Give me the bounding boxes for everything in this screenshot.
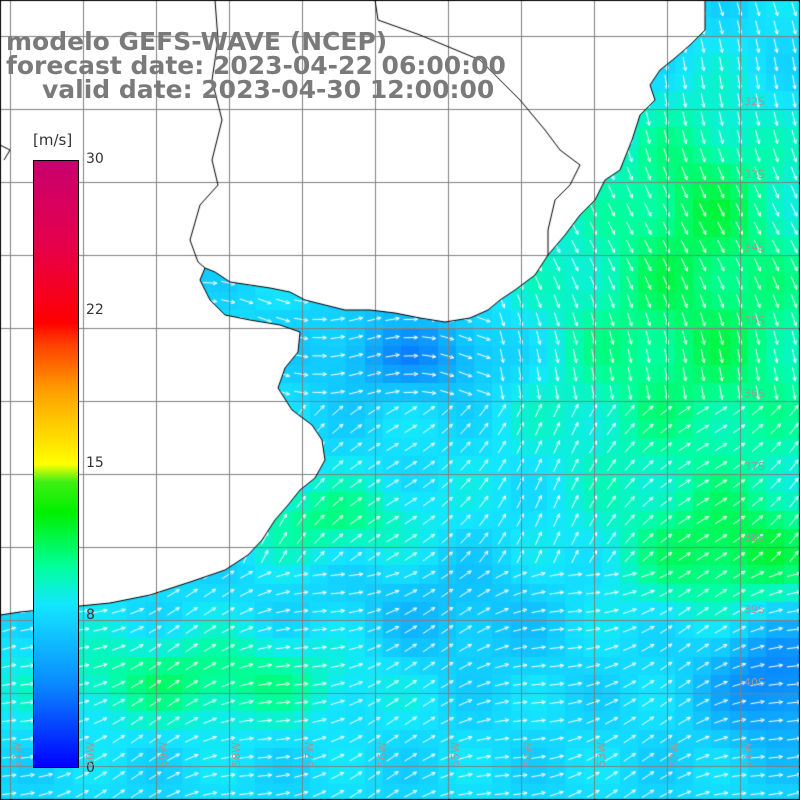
- lat-label: 34S: [744, 241, 765, 254]
- map-title-block: modelo GEFS-WAVE (NCEP) forecast date: 2…: [6, 27, 506, 104]
- lon-label: 57W: [303, 742, 316, 767]
- lon-label: 59W: [157, 742, 170, 767]
- lat-label: 32S: [744, 95, 765, 108]
- model-title: modelo GEFS-WAVE (NCEP): [6, 27, 388, 56]
- lon-label: 60W: [84, 742, 97, 767]
- lat-label: 38S: [744, 531, 765, 544]
- lat-label: 37S: [744, 460, 765, 473]
- lat-label: 33S: [744, 168, 765, 181]
- lat-label: 39S: [744, 603, 765, 616]
- colorbar-tick: 15: [86, 455, 104, 471]
- valid-date: valid date: 2023-04-30 12:00:00: [42, 75, 495, 104]
- lon-label: 58W: [230, 742, 243, 767]
- lon-label: 52W: [668, 742, 681, 767]
- colorbar-tick: 8: [86, 607, 95, 623]
- lon-label: 55W: [449, 742, 462, 767]
- colorbar-unit-label: [m/s]: [33, 131, 73, 149]
- colorbar: [33, 160, 79, 768]
- lon-label: 61W: [11, 742, 24, 767]
- lon-label: 54W: [522, 742, 535, 767]
- colorbar-tick: 22: [86, 302, 104, 318]
- lon-label: 56W: [376, 742, 389, 767]
- lon-label: 53W: [595, 742, 608, 767]
- forecast-date: forecast date: 2023-04-22 06:00:00: [6, 51, 506, 80]
- lon-label: 51W: [741, 742, 754, 767]
- lat-label: 40S: [744, 676, 765, 689]
- lat-label: 35S: [744, 314, 765, 327]
- lat-label: 36S: [744, 387, 765, 400]
- colorbar-tick-max: 30: [86, 151, 104, 167]
- colorbar-tick-min: 0: [86, 760, 95, 776]
